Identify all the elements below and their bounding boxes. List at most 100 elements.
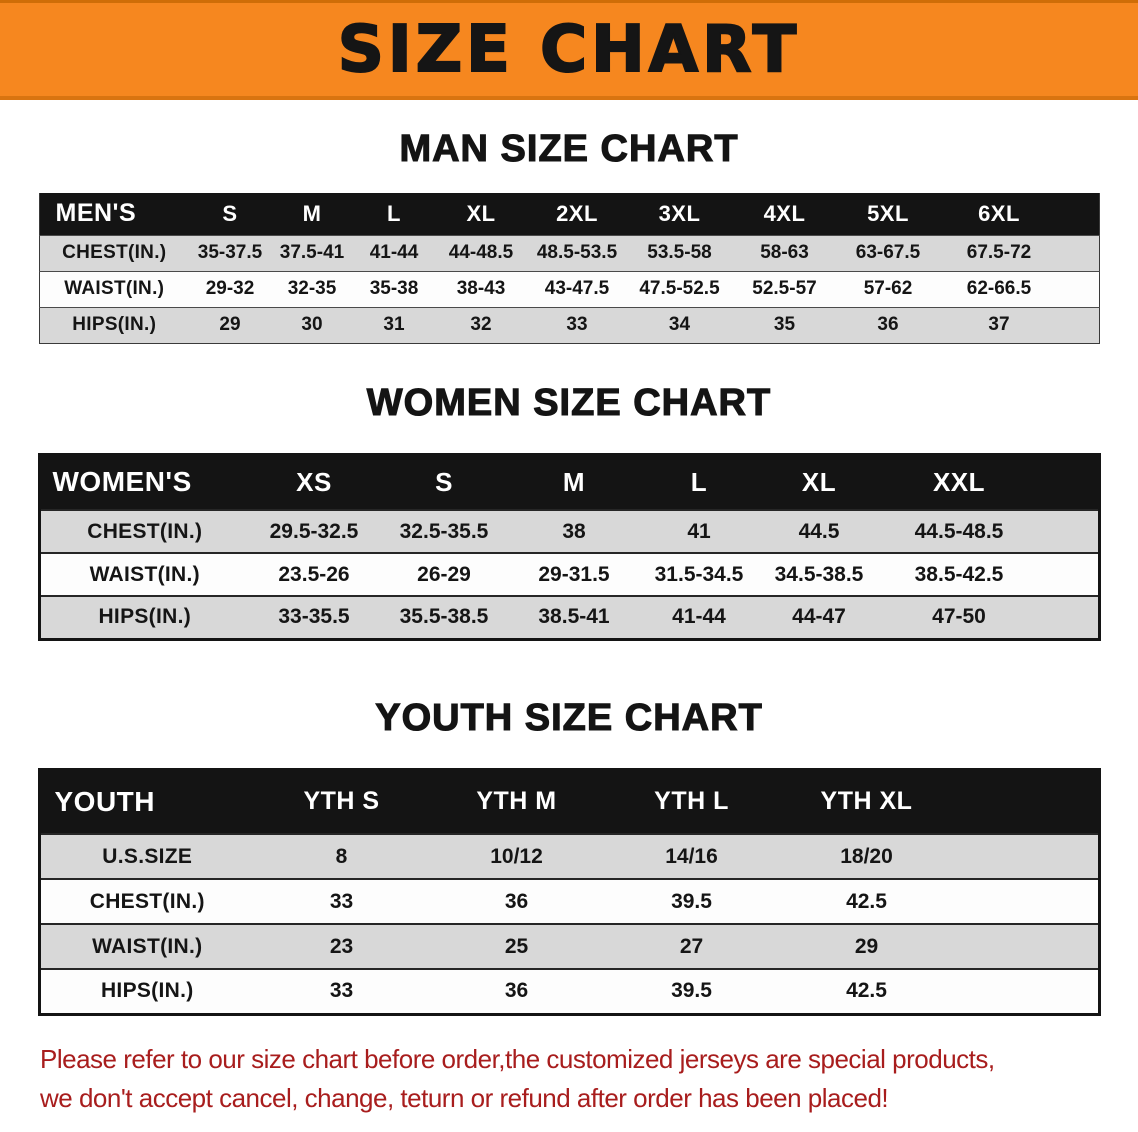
size-column-header: S <box>189 193 271 235</box>
size-column-header: XL <box>759 454 879 510</box>
women-header-row: WOMEN'S XS S M L XL XXL <box>39 454 1099 510</box>
filler-cell <box>1059 306 1099 343</box>
size-cell: 23 <box>254 923 429 969</box>
size-cell: 29 <box>189 306 271 343</box>
size-cell: 33 <box>527 306 627 343</box>
women-section: WOMEN SIZE CHART WOMEN'S XS S M L XL XXL <box>0 381 1138 641</box>
size-cell: 27 <box>604 923 779 969</box>
row-label: WAIST(IN.) <box>39 923 254 969</box>
size-cell: 31.5-34.5 <box>639 552 759 596</box>
size-column-header: YTH L <box>604 769 779 834</box>
size-cell: 38 <box>509 509 639 553</box>
men-header-row: MEN'S S M L XL 2XL 3XL 4XL 5XL 6XL <box>39 193 1099 235</box>
row-label: CHEST(IN.) <box>39 878 254 924</box>
size-cell: 38-43 <box>435 270 527 307</box>
banner: SIZE CHART <box>0 0 1138 100</box>
size-column-header: XXL <box>879 454 1039 510</box>
youth-size-table: YOUTH YTH S YTH M YTH L YTH XL U.S.SIZE … <box>37 767 1101 1016</box>
row-label: WAIST(IN.) <box>39 552 249 596</box>
size-column-header: 4XL <box>732 193 837 235</box>
women-waist-row: WAIST(IN.) 23.5-26 26-29 29-31.5 31.5-34… <box>39 552 1099 596</box>
men-waist-row: WAIST(IN.) 29-32 32-35 35-38 38-43 43-47… <box>39 270 1099 307</box>
disclaimer: Please refer to our size chart before or… <box>40 1040 1118 1118</box>
size-cell: 47.5-52.5 <box>627 270 732 307</box>
size-column-header: YTH S <box>254 769 429 834</box>
size-column-header: M <box>509 454 639 510</box>
size-cell: 35-37.5 <box>189 234 271 271</box>
size-cell: 37 <box>939 306 1059 343</box>
size-cell: 34 <box>627 306 732 343</box>
youth-header-row: YOUTH YTH S YTH M YTH L YTH XL <box>39 769 1099 834</box>
size-cell: 37.5-41 <box>271 234 353 271</box>
youth-chest-row: CHEST(IN.) 33 36 39.5 42.5 <box>39 878 1099 924</box>
filler-cell <box>954 769 1099 834</box>
disclaimer-line-1: Please refer to our size chart before or… <box>40 1043 995 1074</box>
women-section-heading: WOMEN SIZE CHART <box>366 381 772 424</box>
size-cell: 32 <box>435 306 527 343</box>
men-size-table: MEN'S S M L XL 2XL 3XL 4XL 5XL 6XL CHEST… <box>38 193 1100 344</box>
size-cell: 38.5-41 <box>509 595 639 639</box>
filler-cell <box>1059 193 1099 235</box>
size-cell: 44.5-48.5 <box>879 509 1039 553</box>
size-cell: 14/16 <box>604 833 779 879</box>
size-cell: 29-32 <box>189 270 271 307</box>
size-cell: 57-62 <box>837 270 939 307</box>
size-column-header: XS <box>249 454 379 510</box>
size-cell: 52.5-57 <box>732 270 837 307</box>
size-cell: 38.5-42.5 <box>879 552 1039 596</box>
size-cell: 67.5-72 <box>939 234 1059 271</box>
men-chest-row: CHEST(IN.) 35-37.5 37.5-41 41-44 44-48.5… <box>39 234 1099 271</box>
filler-cell <box>1039 509 1099 553</box>
size-cell: 18/20 <box>779 833 954 879</box>
size-cell: 41-44 <box>353 234 435 271</box>
youth-section-heading: YOUTH SIZE CHART <box>375 696 763 739</box>
row-label: CHEST(IN.) <box>39 234 189 271</box>
size-cell: 8 <box>254 833 429 879</box>
filler-cell <box>954 833 1099 879</box>
size-cell: 36 <box>429 968 604 1014</box>
size-cell: 42.5 <box>779 968 954 1014</box>
youth-waist-row: WAIST(IN.) 23 25 27 29 <box>39 923 1099 969</box>
women-table-title: WOMEN'S <box>39 454 249 510</box>
size-cell: 29-31.5 <box>509 552 639 596</box>
size-column-header: L <box>353 193 435 235</box>
size-cell: 48.5-53.5 <box>527 234 627 271</box>
youth-table-title: YOUTH <box>39 769 254 834</box>
row-label: HIPS(IN.) <box>39 306 189 343</box>
women-size-table: WOMEN'S XS S M L XL XXL CHEST(IN.) 29.5-… <box>37 452 1101 641</box>
size-cell: 63-67.5 <box>837 234 939 271</box>
women-hips-row: HIPS(IN.) 33-35.5 35.5-38.5 38.5-41 41-4… <box>39 595 1099 639</box>
filler-cell <box>1059 270 1099 307</box>
size-cell: 62-66.5 <box>939 270 1059 307</box>
size-column-header: 5XL <box>837 193 939 235</box>
size-cell: 33-35.5 <box>249 595 379 639</box>
row-label: HIPS(IN.) <box>39 968 254 1014</box>
size-cell: 44-48.5 <box>435 234 527 271</box>
size-cell: 35 <box>732 306 837 343</box>
size-cell: 43-47.5 <box>527 270 627 307</box>
filler-cell <box>1039 454 1099 510</box>
size-cell: 42.5 <box>779 878 954 924</box>
women-chest-row: CHEST(IN.) 29.5-32.5 32.5-35.5 38 41 44.… <box>39 509 1099 553</box>
size-cell: 39.5 <box>604 878 779 924</box>
size-column-header: L <box>639 454 759 510</box>
size-column-header: M <box>271 193 353 235</box>
size-cell: 36 <box>837 306 939 343</box>
size-cell: 58-63 <box>732 234 837 271</box>
size-cell: 30 <box>271 306 353 343</box>
size-cell: 35-38 <box>353 270 435 307</box>
size-cell: 41-44 <box>639 595 759 639</box>
size-cell: 25 <box>429 923 604 969</box>
men-section: MAN SIZE CHART MEN'S S M L XL 2XL 3XL 4X… <box>0 127 1138 344</box>
size-cell: 10/12 <box>429 833 604 879</box>
size-cell: 41 <box>639 509 759 553</box>
size-cell: 35.5-38.5 <box>379 595 509 639</box>
filler-cell <box>1039 552 1099 596</box>
size-column-header: S <box>379 454 509 510</box>
row-label: WAIST(IN.) <box>39 270 189 307</box>
men-hips-row: HIPS(IN.) 29 30 31 32 33 34 35 36 37 <box>39 306 1099 343</box>
size-cell: 44.5 <box>759 509 879 553</box>
page-title: SIZE CHART <box>337 12 801 88</box>
size-cell: 31 <box>353 306 435 343</box>
youth-ussize-row: U.S.SIZE 8 10/12 14/16 18/20 <box>39 833 1099 879</box>
